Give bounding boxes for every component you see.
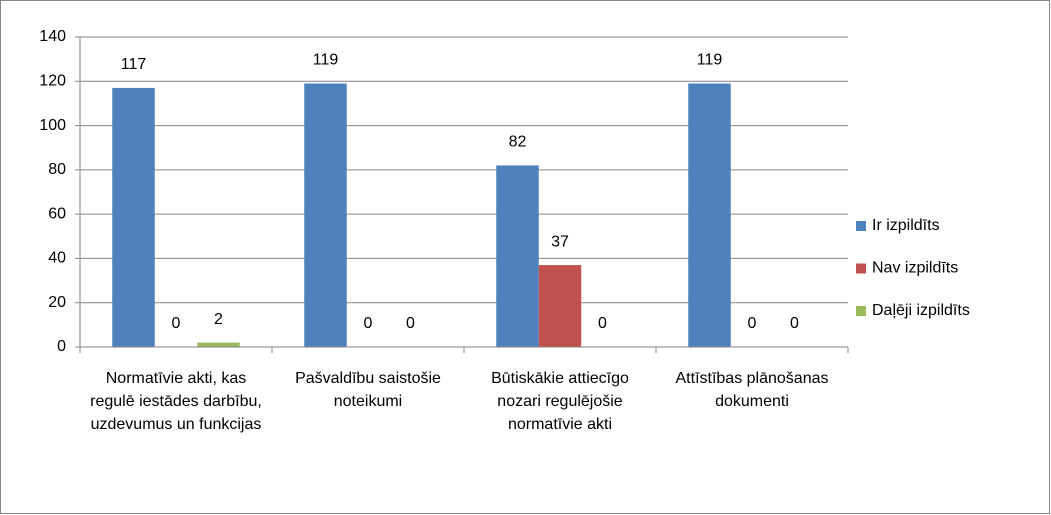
y-tick-label: 100 (39, 117, 66, 134)
y-tick-label: 120 (39, 73, 66, 90)
data-label: 82 (509, 134, 527, 151)
legend-label: Daļēji izpildīts (872, 302, 970, 319)
legend-label: Ir izpildīts (872, 217, 940, 234)
y-tick-label: 0 (57, 338, 66, 355)
data-label: 119 (697, 52, 723, 69)
legend-swatch (856, 221, 866, 231)
y-tick-label: 60 (48, 205, 66, 222)
x-tick-label: Būtiskākie attiecīgo nozari regulējošie … (491, 370, 629, 433)
data-label: 0 (364, 315, 373, 332)
data-label: 37 (551, 233, 569, 250)
data-label: 0 (748, 315, 757, 332)
y-tick-label: 140 (39, 28, 66, 45)
data-label: 2 (214, 311, 223, 328)
legend-label: Nav izpildīts (872, 260, 958, 277)
y-tick-label: 80 (48, 161, 66, 178)
data-label: 0 (406, 315, 415, 332)
data-label: 0 (598, 315, 607, 332)
bar (112, 87, 155, 347)
x-tick-label: Normatīvie akti, kas regulē iestādes dar… (90, 370, 262, 433)
data-label: 117 (121, 56, 147, 73)
bar (304, 83, 347, 347)
x-tick-label: Attīstības plānošanas dokumenti (675, 370, 829, 410)
data-label: 0 (172, 315, 181, 332)
legend-swatch (856, 263, 866, 274)
y-tick-label: 40 (48, 250, 66, 267)
legend-swatch (856, 306, 866, 316)
bar (197, 342, 240, 347)
x-tick-label: Pašvaldību saistošie noteikumi (295, 370, 441, 410)
bar (688, 83, 731, 347)
bar (496, 165, 539, 347)
y-tick-label: 20 (48, 294, 66, 311)
bar (538, 265, 582, 347)
data-label: 119 (313, 52, 339, 69)
data-label: 0 (790, 315, 799, 332)
